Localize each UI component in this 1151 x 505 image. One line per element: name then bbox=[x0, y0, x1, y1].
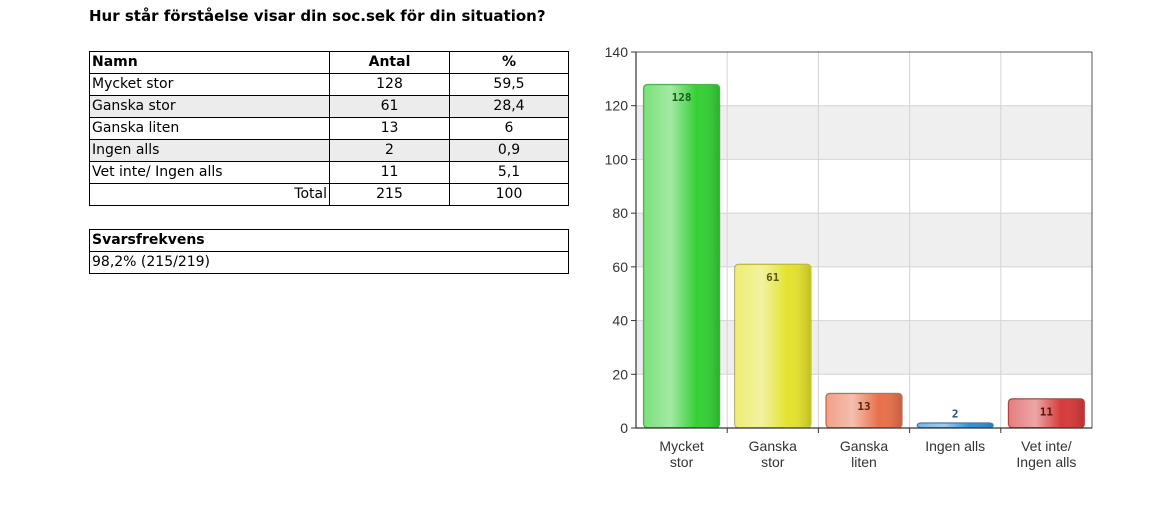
x-tick-label: Ganska liten bbox=[840, 438, 888, 470]
y-tick-label: 0 bbox=[620, 420, 628, 436]
y-tick-label: 40 bbox=[612, 313, 628, 329]
bar-value-label: 2 bbox=[952, 408, 959, 421]
row-count: 13 bbox=[329, 117, 450, 140]
bar-value-label: 11 bbox=[1040, 405, 1054, 418]
row-percent: 6 bbox=[449, 117, 569, 140]
bars: 128 61 13 2 11 bbox=[642, 83, 1086, 429]
column-header-name: Namn bbox=[89, 51, 330, 74]
bar-value-label: 128 bbox=[672, 91, 692, 104]
table-row: Mycket stor 128 59,5 bbox=[89, 73, 569, 96]
total-percent: 100 bbox=[449, 183, 569, 206]
column-header-count: Antal bbox=[329, 51, 450, 74]
y-tick-label: 80 bbox=[612, 205, 628, 221]
row-percent: 28,4 bbox=[449, 95, 569, 118]
y-tick-label: 120 bbox=[605, 98, 629, 114]
bar-highlight bbox=[735, 265, 811, 427]
row-count: 128 bbox=[329, 73, 450, 96]
bar-value-label: 13 bbox=[857, 400, 870, 413]
bar-highlight bbox=[917, 423, 993, 427]
y-tick-label: 60 bbox=[612, 259, 628, 275]
column-header-percent: % bbox=[449, 51, 569, 74]
x-tick-label-line: Ingen alls bbox=[925, 438, 985, 454]
x-tick-label-line: Vet inte/ bbox=[1021, 438, 1072, 454]
bar-highlight bbox=[644, 85, 719, 427]
results-table: Namn Antal % Mycket stor 128 59,5 Ganska… bbox=[89, 51, 569, 206]
row-name: Ganska stor bbox=[89, 95, 330, 118]
x-tick-label-line: Mycket bbox=[659, 438, 703, 454]
row-count: 2 bbox=[329, 139, 450, 162]
y-axis-ticks: 0 20 40 60 80 100 120 140 bbox=[605, 44, 636, 436]
total-label: Total bbox=[89, 183, 330, 206]
response-rate-header: Svarsfrekvens bbox=[89, 229, 569, 252]
bar-group: 61 bbox=[733, 263, 812, 429]
response-rate-table: Svarsfrekvens 98,2% (215/219) bbox=[89, 229, 569, 274]
row-name: Ganska liten bbox=[89, 117, 330, 140]
x-tick-label-line: Ingen alls bbox=[1016, 454, 1076, 470]
table-header-row: Namn Antal % bbox=[89, 51, 569, 74]
bar-highlight bbox=[826, 394, 902, 427]
table-row: Vet inte/ Ingen alls 11 5,1 bbox=[89, 161, 569, 184]
row-percent: 0,9 bbox=[449, 139, 569, 162]
row-name: Ingen alls bbox=[89, 139, 330, 162]
bar-group: 11 bbox=[1007, 397, 1086, 429]
x-tick-label-line: liten bbox=[851, 454, 877, 470]
x-tick-label: Vet inte/Ingen alls bbox=[1016, 438, 1076, 470]
table-row: Ganska stor 61 28,4 bbox=[89, 95, 569, 118]
y-tick-label: 140 bbox=[605, 44, 629, 60]
row-percent: 59,5 bbox=[449, 73, 569, 96]
bar-group: 2 bbox=[916, 408, 995, 429]
x-tick-label: Ganska stor bbox=[749, 438, 797, 470]
bar-value-label: 61 bbox=[766, 271, 780, 284]
y-tick-label: 20 bbox=[612, 366, 628, 382]
page-title: Hur står förståelse visar din soc.sek fö… bbox=[89, 7, 546, 25]
x-tick-label-line: Ganska bbox=[749, 438, 797, 454]
x-tick-label-line: stor bbox=[670, 454, 694, 470]
x-tick-label: Ingen alls bbox=[925, 438, 985, 454]
row-name: Vet inte/ Ingen alls bbox=[89, 161, 330, 184]
total-count: 215 bbox=[329, 183, 450, 206]
row-count: 11 bbox=[329, 161, 450, 184]
bar-group: 128 bbox=[642, 83, 721, 429]
response-rate-value: 98,2% (215/219) bbox=[89, 251, 569, 274]
row-name: Mycket stor bbox=[89, 73, 330, 96]
table-row: Ingen alls 2 0,9 bbox=[89, 139, 569, 162]
x-tick-label-line: stor bbox=[761, 454, 785, 470]
x-tick-label-line: Ganska bbox=[840, 438, 888, 454]
table-total-row: Total 215 100 bbox=[89, 183, 569, 206]
bar-group: 13 bbox=[825, 392, 903, 429]
bar-highlight bbox=[1009, 399, 1084, 427]
row-count: 61 bbox=[329, 95, 450, 118]
x-tick-label: Mycket stor bbox=[659, 438, 703, 470]
axes bbox=[635, 51, 1093, 433]
row-percent: 5,1 bbox=[449, 161, 569, 184]
table-row: Ganska liten 13 6 bbox=[89, 117, 569, 140]
y-tick-label: 100 bbox=[605, 151, 629, 167]
